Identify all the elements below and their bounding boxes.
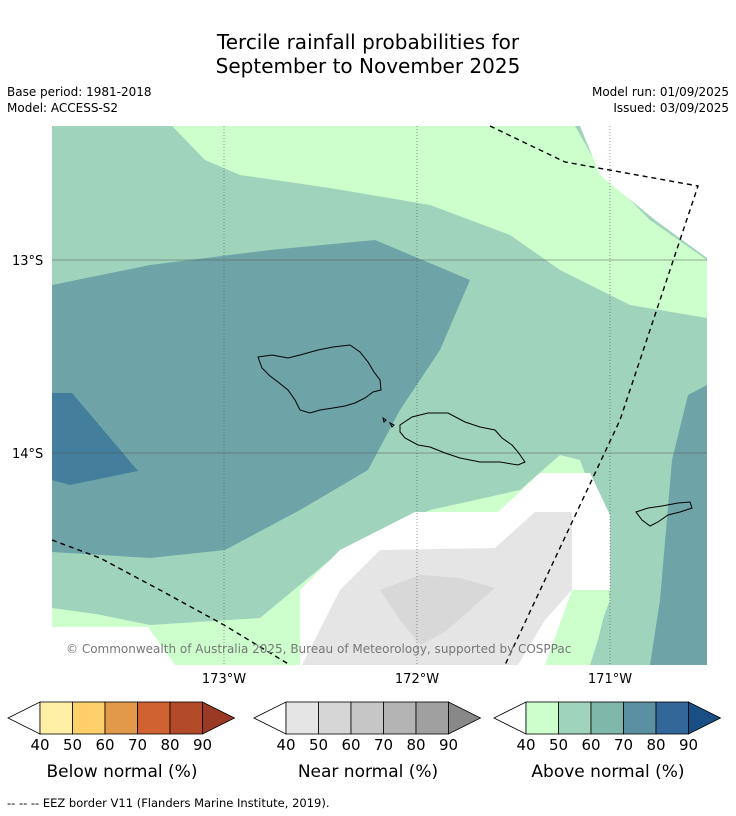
legend-near-normal-bar: 40 50 60 70 80 90 [253,701,482,754]
legend-swatch [169,701,203,735]
legend-swatch [39,701,73,735]
map-plot-area [52,126,707,665]
legend-swatch [285,701,319,735]
region-near-50-60 [380,575,495,645]
issued-date: Issued: 03/09/2025 [613,101,729,115]
legend-tick-label: 40 [516,736,535,754]
legend-tick-label: 60 [581,736,600,754]
model-run: Model run: 01/09/2025 [591,85,729,99]
legend-tick-label: 40 [30,736,49,754]
legend-tick-label: 60 [341,736,360,754]
region-above-70-80 [52,393,138,485]
upolu-island-outline [399,412,526,466]
title-line-2: September to November 2025 [215,54,521,78]
legend-tick-label: 90 [679,736,698,754]
legend-tick-label: 80 [160,736,179,754]
legend-swatch [318,701,352,735]
legend-tick-label: 40 [276,736,295,754]
legend-swatch [137,701,171,735]
meta-right: Model run: 01/09/2025 Issued: 03/09/2025 [592,84,729,116]
legend-below-normal: 40 50 60 70 80 90 [6,700,238,758]
legend-near-normal-title: Near normal (%) [297,762,439,782]
tutuila-island-outline [635,501,693,527]
legend-swatch [72,701,106,735]
region-above-60-70-east [650,385,707,665]
legend-arrow-low [493,701,527,735]
manono-island-outline [382,416,387,423]
map-canvas: 13°S 14°S 173°W 172°W 171°W © Commonweal… [12,125,707,687]
legend-swatch [655,701,689,735]
legend-tick-label: 50 [549,736,568,754]
legend-above-normal-bar: 40 50 60 70 80 90 [493,701,722,754]
region-above-40-50-north [172,126,707,318]
legend-swatch [350,701,384,735]
legend-tick-label: 80 [406,736,425,754]
eez-border-line-west [51,539,291,666]
legend-swatch [623,701,657,735]
legend-above-normal-title: Above normal (%) [531,762,685,782]
eez-footnote: -- -- -- EEZ border V11 (Flanders Marine… [7,796,330,810]
legend-arrow-high [448,701,482,735]
legend-arrow-high [688,701,722,735]
legend-near-normal: 40 50 60 70 80 90 [252,700,484,758]
meta-left: Base period: 1981-2018 Model: ACCESS-S2 [7,84,152,116]
region-no-data-white-southwest [52,627,175,665]
legend-swatch [525,701,559,735]
legend-swatch [104,701,138,735]
legend-tick-label: 70 [614,736,633,754]
legend-above-normal: 40 50 60 70 80 90 [492,700,724,758]
legend-tick-label: 80 [646,736,665,754]
lat-label-14s: 14°S [12,447,43,462]
lat-label-13s: 13°S [12,254,43,269]
legend-swatch [590,701,624,735]
legend-arrow-low [253,701,287,735]
legend-swatch [383,701,417,735]
legend-below-normal-title: Below normal (%) [46,762,198,782]
legend-below-normal-bar: 40 50 60 70 80 90 [7,701,236,754]
lon-label-171w: 171°W [588,672,632,687]
eez-border-line [489,125,699,666]
copyright-notice: © Commonwealth of Australia 2025, Bureau… [66,642,571,656]
model-name: Model: ACCESS-S2 [7,101,119,115]
land-outlines [257,344,693,527]
lon-label-172w: 172°W [395,672,439,687]
legend-tick-label: 70 [374,736,393,754]
legend-tick-label: 70 [128,736,147,754]
region-above-60-70 [52,240,470,558]
title-line-1: Tercile rainfall probabilities for [216,30,520,54]
legend-tick-label: 50 [309,736,328,754]
legend-arrow-low [7,701,41,735]
base-period: Base period: 1981-2018 [7,85,152,99]
region-no-data-white-northeast [580,126,707,258]
lon-label-173w: 173°W [202,672,246,687]
legend-tick-label: 60 [95,736,114,754]
region-above-40-50-southeast [545,590,610,665]
region-above-50-60-southwest [52,515,300,622]
legend-swatch [558,701,592,735]
legend-arrow-high [202,701,236,735]
legend-tick-label: 90 [439,736,458,754]
savaii-island-outline [257,344,382,414]
apolima-island-outline [388,421,395,428]
graticule [52,126,707,665]
legend-tick-label: 90 [193,736,212,754]
legend-swatch [415,701,449,735]
legend-tick-label: 50 [63,736,82,754]
map-title: Tercile rainfall probabilities for Septe… [0,30,736,78]
